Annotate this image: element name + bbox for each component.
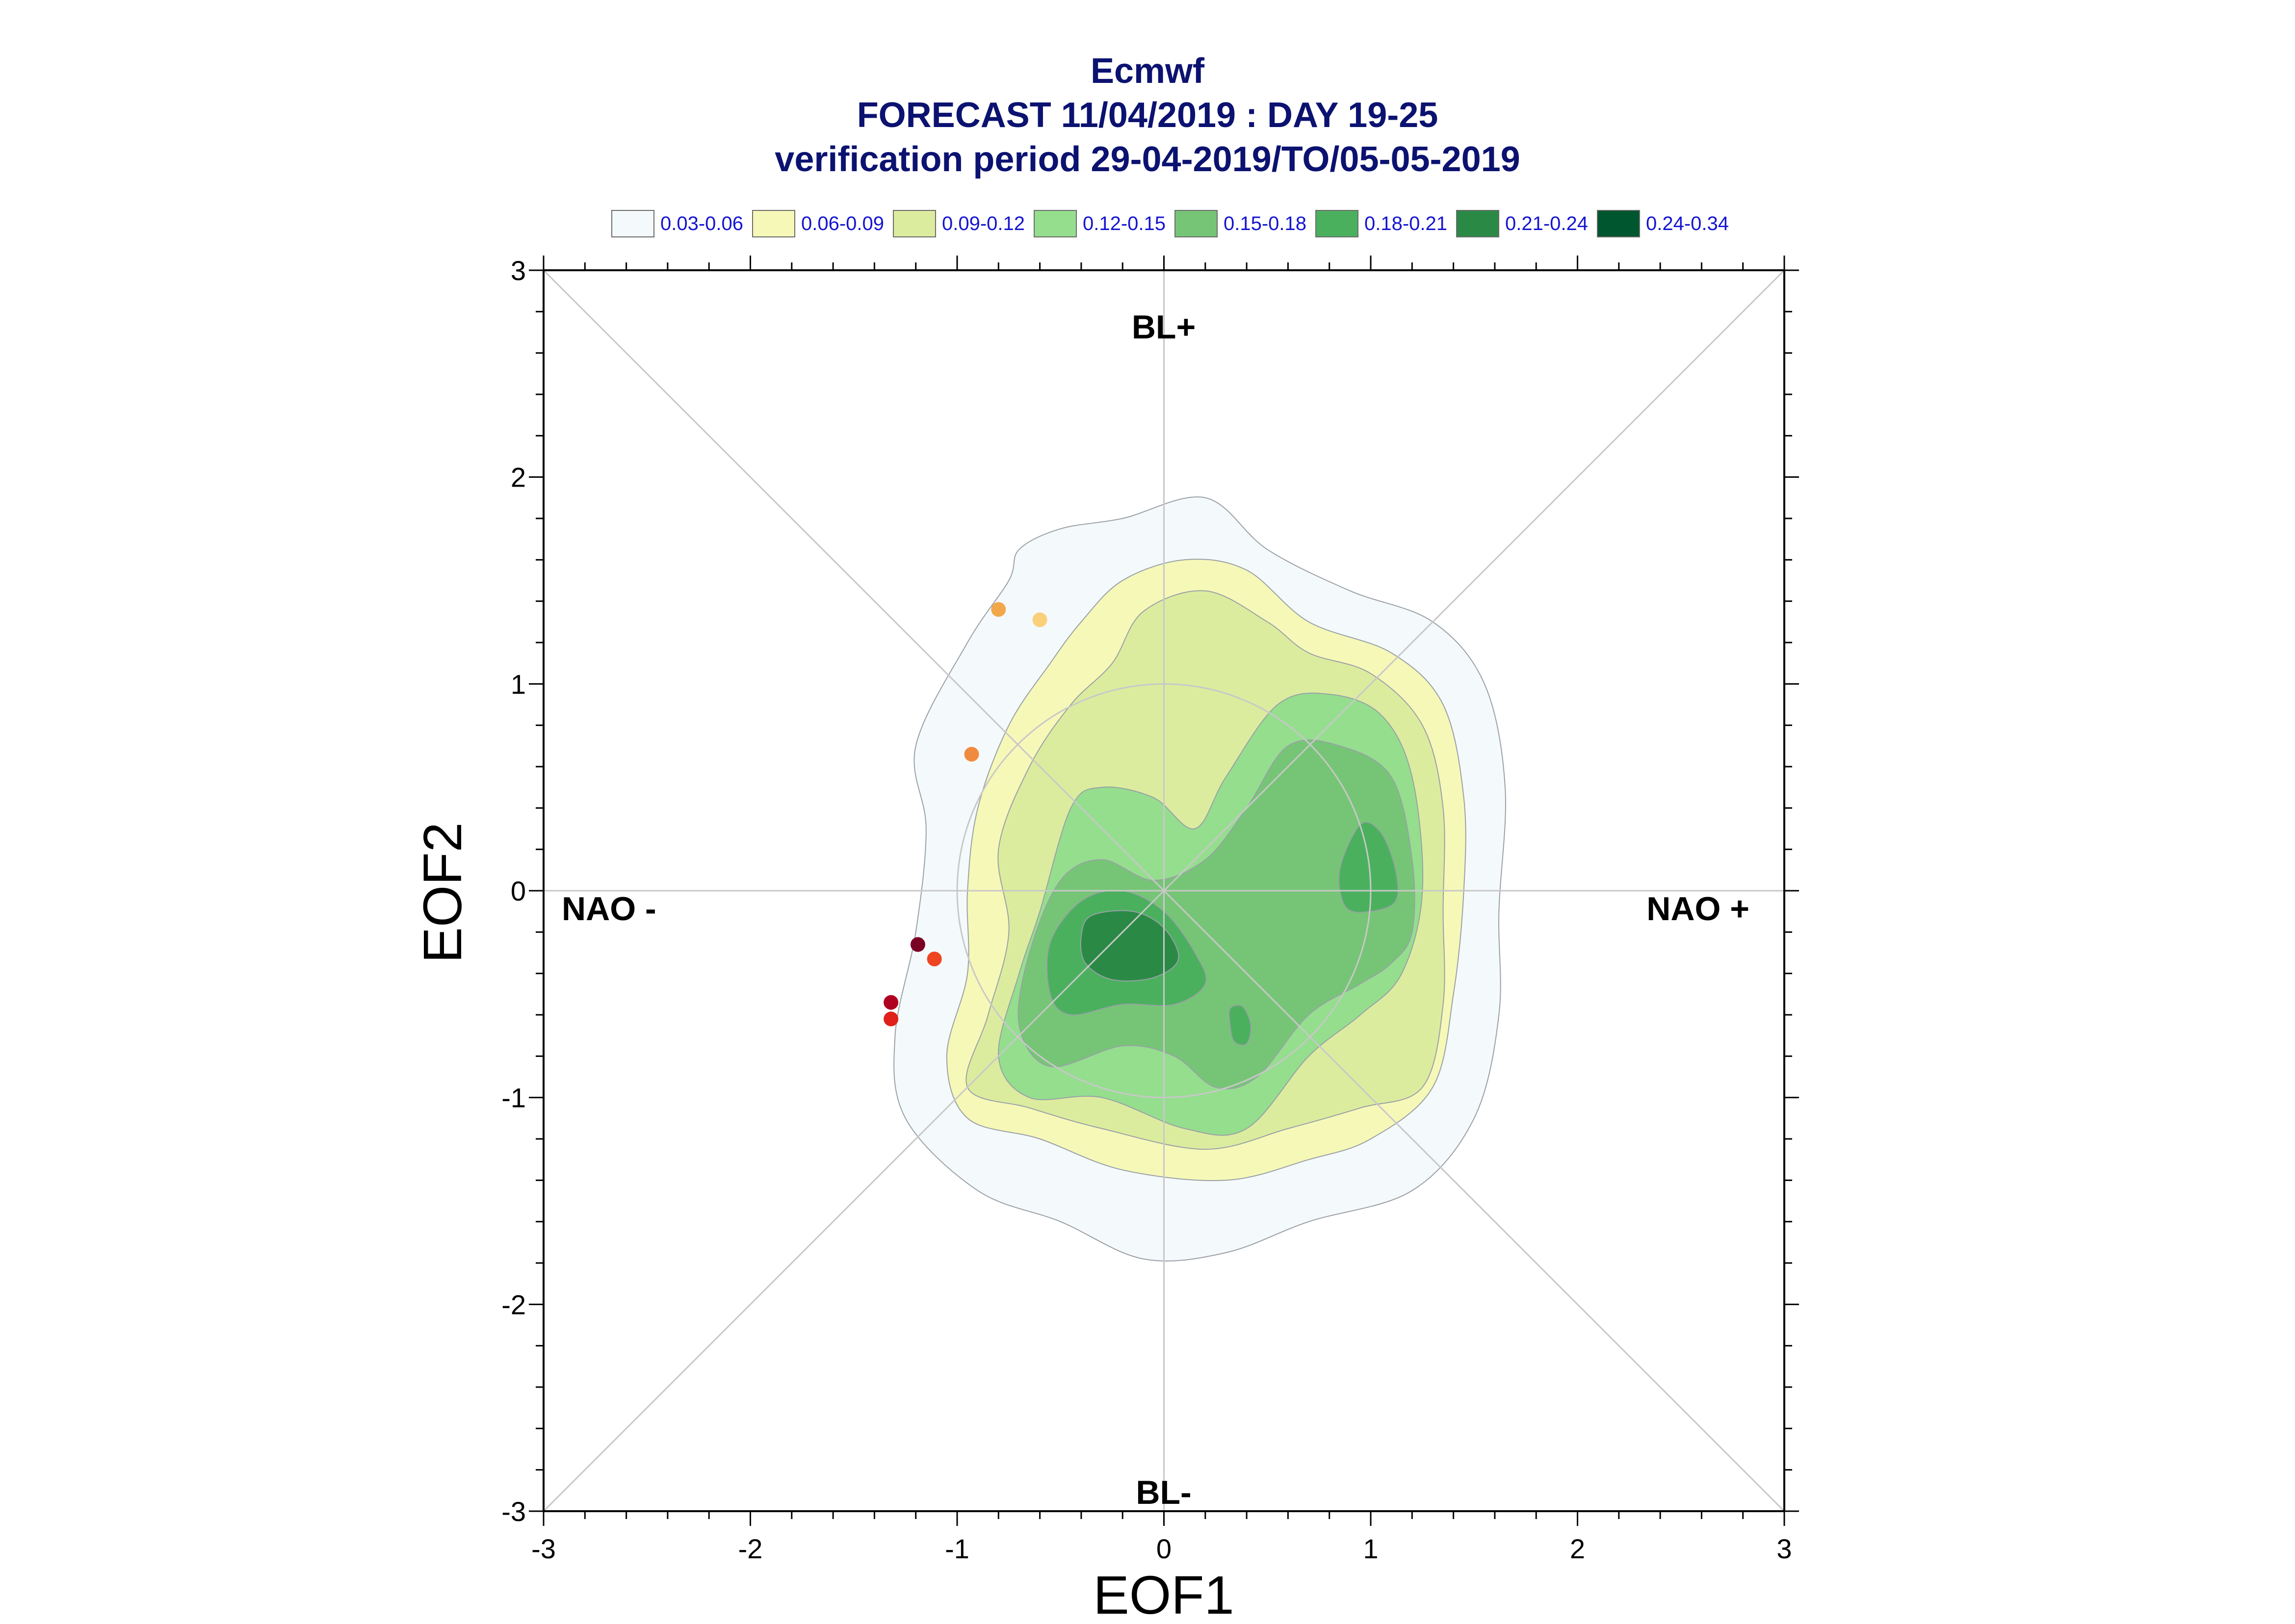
legend-swatch bbox=[893, 210, 936, 237]
y-axis-title: EOF2 bbox=[413, 822, 473, 963]
guide-lines bbox=[543, 269, 1785, 1512]
legend-swatch bbox=[1315, 210, 1358, 237]
legend-swatch bbox=[1456, 210, 1499, 237]
x-tick-label: 1 bbox=[1363, 1533, 1378, 1564]
analysis-point bbox=[884, 995, 899, 1010]
title-line-1: Ecmwf bbox=[1090, 52, 1205, 91]
legend-swatch bbox=[1597, 210, 1640, 237]
analysis-point bbox=[964, 747, 979, 762]
title-line-2: FORECAST 11/04/2019 : DAY 19-25 bbox=[857, 96, 1438, 135]
legend-label: 0.06-0.09 bbox=[801, 213, 885, 234]
y-tick-label: -2 bbox=[501, 1289, 526, 1320]
legend-label: 0.18-0.21 bbox=[1364, 213, 1448, 234]
analysis-point bbox=[1032, 612, 1047, 627]
x-tick-label: -2 bbox=[738, 1533, 763, 1564]
region-label-nao-plus: NAO + bbox=[1646, 890, 1749, 928]
region-label-bl-minus: BL- bbox=[1136, 1474, 1191, 1511]
legend-swatch bbox=[752, 210, 795, 237]
region-label-nao-minus: NAO - bbox=[562, 890, 656, 928]
y-tick-label: 3 bbox=[511, 255, 526, 286]
chart-title: Ecmwf FORECAST 11/04/2019 : DAY 19-25 ve… bbox=[0, 49, 2295, 181]
legend-swatch bbox=[1034, 210, 1077, 237]
axes: -3 -2 -1 0 1 2 3 -3 -2 -1 0 1 2 3 bbox=[501, 255, 1799, 1564]
x-tick-label: 2 bbox=[1570, 1533, 1585, 1564]
legend-label: 0.09-0.12 bbox=[942, 213, 1025, 234]
x-axis-title: EOF1 bbox=[1093, 1565, 1234, 1624]
analysis-point bbox=[884, 1011, 899, 1027]
analysis-points bbox=[884, 602, 1047, 1027]
labels: BL+ BL- NAO - NAO + EOF1 EOF2 bbox=[413, 309, 1749, 1624]
analysis-point bbox=[991, 602, 1006, 617]
x-tick-label: 0 bbox=[1156, 1533, 1172, 1564]
x-tick-label: 3 bbox=[1776, 1533, 1792, 1564]
region-label-bl-plus: BL+ bbox=[1132, 309, 1196, 346]
legend-label: 0.24-0.34 bbox=[1646, 213, 1729, 234]
contour-0.21-0.24 bbox=[1080, 910, 1179, 981]
unit-circle bbox=[956, 683, 1372, 1098]
y-tick-label: -3 bbox=[501, 1496, 526, 1527]
legend-swatch bbox=[611, 210, 654, 237]
y-tick-label: -1 bbox=[501, 1083, 526, 1113]
y-tick-label: 0 bbox=[511, 876, 526, 906]
density-contours bbox=[893, 496, 1506, 1262]
x-tick-label: -1 bbox=[945, 1533, 969, 1564]
y-tick-label: 1 bbox=[511, 669, 526, 699]
contour-0.18-0.21 bbox=[1228, 1005, 1252, 1046]
legend-label: 0.12-0.15 bbox=[1083, 213, 1166, 234]
title-line-3: verification period 29-04-2019/TO/05-05-… bbox=[775, 140, 1520, 179]
analysis-point bbox=[927, 952, 942, 967]
legend-label: 0.15-0.18 bbox=[1224, 213, 1307, 234]
x-tick-label: -3 bbox=[531, 1533, 556, 1564]
y-tick-label: 2 bbox=[511, 462, 526, 493]
legend-swatch bbox=[1174, 210, 1218, 237]
legend-label: 0.21-0.24 bbox=[1505, 213, 1589, 234]
analysis-point bbox=[910, 937, 925, 952]
legend-label: 0.03-0.06 bbox=[660, 213, 744, 234]
